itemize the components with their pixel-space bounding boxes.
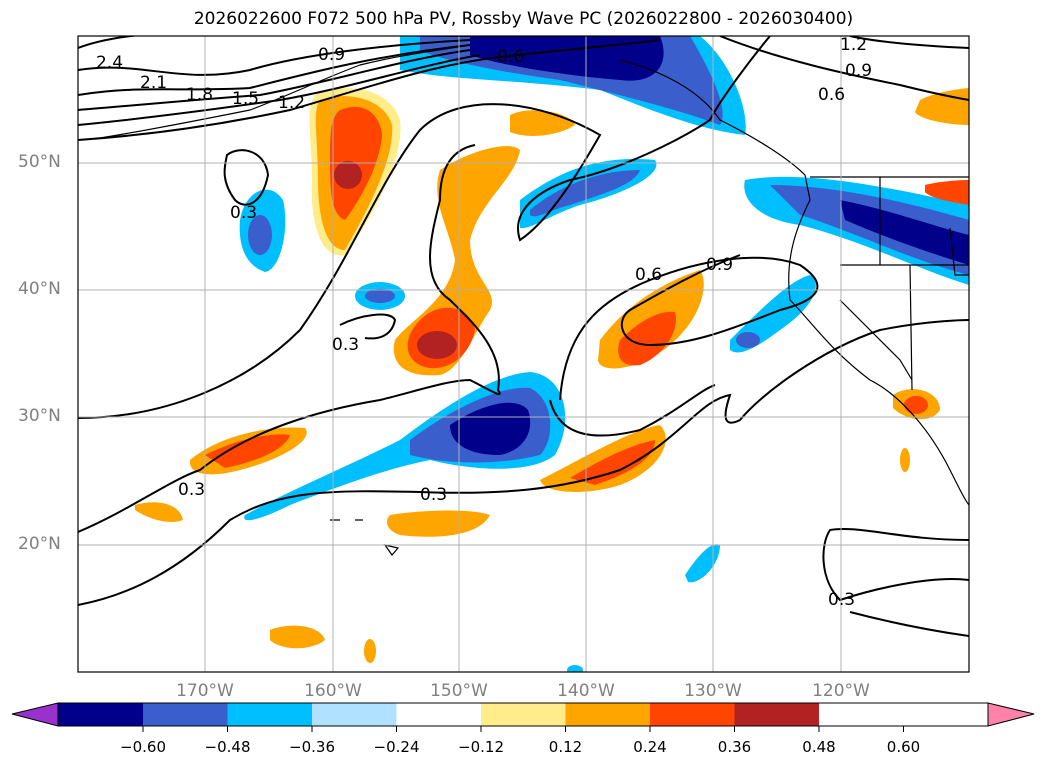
contour-label: 0.6	[818, 85, 845, 105]
contour-label: 1.2	[840, 35, 867, 55]
colorbar-tick-label: −0.60	[120, 738, 166, 756]
contour-label: 1.5	[232, 89, 259, 109]
colorbar-extend-low	[11, 702, 59, 727]
colorbar-segment	[481, 703, 566, 726]
colorbar-tick-label: 0.48	[802, 738, 836, 756]
lat-label: 30°N	[18, 406, 61, 426]
contour-label: 0.3	[828, 590, 855, 610]
lat-label: 50°N	[18, 152, 61, 172]
contour-label: 0.6	[497, 47, 524, 67]
contour-label: 2.4	[96, 53, 123, 73]
contour-label: 0.3	[178, 480, 205, 500]
contour-label: 2.1	[140, 73, 167, 93]
colorbar-segment	[565, 703, 650, 726]
lon-label: 130°W	[684, 681, 742, 701]
lon-label: 140°W	[557, 681, 615, 701]
colorbar-tick-label: 0.36	[717, 738, 752, 756]
map-frame	[77, 35, 970, 673]
colorbar-tick-label: 0.24	[633, 738, 667, 756]
lat-label: 20°N	[18, 534, 61, 554]
colorbar-tick-label: −0.12	[458, 738, 504, 756]
colorbar-segment	[734, 703, 819, 726]
contour-label: 0.9	[706, 255, 733, 275]
colorbar-segment	[58, 703, 143, 726]
colorbar-tick-label: 0.60	[886, 738, 921, 756]
contour-labels: 2.4 2.1 1.8 1.5 1.2 0.9 0.6 1.2 0.9 0.6 …	[96, 35, 872, 610]
contour-label: 0.3	[230, 203, 257, 223]
map-title: 2026022600 F072 500 hPa PV, Rossby Wave …	[193, 9, 854, 29]
colorbar-segment	[227, 703, 312, 726]
colorbar-tick-label: −0.36	[289, 738, 335, 756]
contour-label: 1.8	[186, 85, 213, 105]
colorbar-segment	[396, 703, 481, 726]
contour-label: 0.6	[635, 265, 662, 285]
colorbar	[11, 702, 1035, 732]
colorbar-extend-high	[987, 702, 1035, 727]
contour-label: 0.9	[318, 45, 345, 65]
pv-contours	[78, 36, 969, 637]
coastlines-and-borders	[99, 44, 969, 556]
contour-label: 0.9	[845, 61, 872, 81]
colorbar-tick-label: −0.24	[373, 738, 420, 756]
colorbar-segment	[312, 703, 397, 726]
gridlines	[78, 36, 969, 672]
colorbar-tick-label: 0.12	[548, 738, 583, 756]
contour-label: 0.3	[420, 485, 447, 505]
lat-label: 40°N	[18, 279, 61, 299]
colorbar-segment	[650, 703, 735, 726]
contour-label: 0.3	[332, 335, 359, 355]
lon-label: 150°W	[430, 681, 488, 701]
contour-label: 1.2	[278, 93, 305, 113]
colorbar-segment	[143, 703, 228, 726]
lon-label: 120°W	[812, 681, 870, 701]
pv-anomaly-fills	[135, 36, 969, 672]
lon-label: 170°W	[176, 681, 234, 701]
lon-label: 160°W	[304, 681, 362, 701]
colorbar-tick-label: −0.48	[204, 738, 251, 756]
